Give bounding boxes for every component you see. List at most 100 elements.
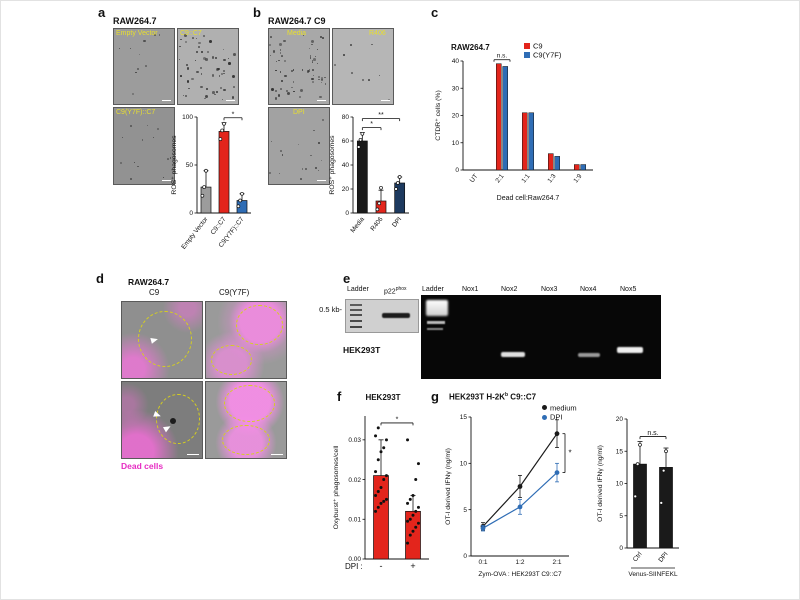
svg-text:10: 10 — [460, 461, 468, 468]
cell-speck — [318, 141, 321, 145]
dpi-label: DPI — [550, 412, 563, 422]
cell-speck — [137, 165, 139, 168]
venus-siinfekl-chart: 0 5 10 15 20 OT-I derived IFNγ (ng/ml) Ctrl DPI… — [595, 401, 705, 599]
cell-speck — [321, 118, 325, 121]
cell-speck — [191, 77, 194, 81]
cell-speck — [270, 141, 272, 143]
cell-speck — [275, 69, 277, 72]
svg-text:1:1: 1:1 — [520, 173, 531, 185]
cell-speck — [186, 63, 189, 66]
cell-speck — [301, 69, 304, 71]
svg-text:n.s.: n.s. — [497, 53, 508, 60]
cell-speck — [286, 92, 290, 96]
c9y7f-swatch — [524, 52, 530, 59]
cell-speck — [315, 167, 318, 170]
micrograph-r406: R406 — [332, 28, 394, 105]
svg-text:1:2: 1:2 — [515, 559, 524, 566]
cell-speck — [220, 73, 223, 76]
oxyburst-chart: 0.00 0.01 0.02 0.03 Oxyburst⁺ phagosomes/cel… — [331, 404, 435, 589]
cell-speck — [227, 57, 229, 59]
svg-text:15: 15 — [616, 448, 624, 455]
cell-speck — [310, 55, 312, 57]
svg-text:20: 20 — [342, 186, 350, 193]
micrograph-media: Media — [268, 28, 330, 105]
svg-text:40: 40 — [342, 162, 350, 169]
cell-speck — [222, 48, 225, 50]
legend-item-c9y7f: C9(Y7F) — [524, 50, 561, 60]
cell-speck — [324, 77, 326, 79]
cell-speck — [202, 57, 206, 61]
cell-speck — [211, 56, 215, 59]
cell-speck — [156, 128, 159, 131]
cell-speck — [217, 67, 220, 71]
svg-text:CTDR⁺ cells (%): CTDR⁺ cells (%) — [435, 90, 442, 140]
svg-text:80: 80 — [342, 114, 350, 121]
micrograph-d-c9-bottom — [121, 381, 203, 459]
ros-phagosomes-chart-a: 0 50 100 ROS⁺ phagosomes Empty Vector C9::C7 C… — [169, 105, 255, 262]
cell-speck — [305, 167, 308, 170]
svg-text:0.01: 0.01 — [348, 516, 361, 523]
cell-speck — [281, 79, 283, 82]
cell-speck — [196, 50, 199, 53]
legend-item-dpi: DPI — [542, 412, 577, 422]
cell-speck — [309, 57, 312, 59]
svg-text:0: 0 — [463, 553, 467, 560]
micrograph-dpi: DPI — [268, 107, 330, 185]
cell-speck — [281, 55, 284, 58]
size-marker: 0.5 kb- — [319, 305, 342, 314]
cell-speck — [141, 139, 144, 141]
dead-cell-outline — [210, 344, 253, 375]
svg-text:0.03: 0.03 — [348, 437, 361, 444]
cell-speck — [300, 88, 304, 92]
ladder-band — [350, 309, 362, 311]
svg-text:1:3: 1:3 — [546, 173, 557, 185]
scale-bar — [317, 179, 326, 181]
cell-speck — [132, 92, 135, 96]
cell-speck — [129, 177, 132, 180]
cell-speck — [301, 168, 304, 170]
cell-speck — [319, 95, 323, 99]
cell-speck — [162, 176, 164, 178]
cell-speck — [350, 71, 353, 74]
cell-speck — [311, 78, 314, 81]
cell-speck — [314, 56, 317, 58]
ladder-band — [350, 304, 362, 306]
cell-speck — [270, 88, 274, 91]
svg-text:0: 0 — [189, 210, 193, 217]
svg-text:Media: Media — [349, 216, 366, 235]
cell-speck — [202, 34, 206, 38]
svg-text:Empty Vector: Empty Vector — [180, 215, 210, 250]
cell-speck — [184, 34, 187, 37]
svg-text:Venus-SIINFEKL: Venus-SIINFEKL — [628, 571, 678, 578]
cell-speck — [318, 169, 320, 171]
svg-text:50: 50 — [186, 162, 194, 169]
legend-c: C9 C9(Y7F) — [524, 41, 561, 60]
cell-speck — [291, 70, 293, 72]
svg-text:40: 40 — [452, 58, 460, 65]
cell-speck — [275, 60, 278, 63]
cell-speck — [154, 34, 156, 37]
svg-text:5: 5 — [463, 507, 467, 514]
svg-text:30: 30 — [452, 85, 460, 92]
micrograph-label: DPI — [293, 109, 305, 116]
cell-speck — [137, 67, 140, 70]
svg-text:n.s.: n.s. — [647, 430, 658, 437]
panel-c-label: c — [431, 5, 439, 20]
svg-text:UT: UT — [469, 173, 480, 184]
svg-text:Zym-OVA : HEK293T C9::C7: Zym-OVA : HEK293T C9::C7 — [478, 571, 562, 578]
svg-text:OT-I derived IFNγ (ng/ml): OT-I derived IFNγ (ng/ml) — [597, 445, 604, 522]
cell-speck — [292, 69, 295, 71]
nox4-band — [578, 353, 600, 357]
cell-speck — [222, 69, 226, 72]
scale-bar — [381, 99, 390, 101]
cell-speck — [310, 154, 312, 157]
cell-speck — [311, 68, 314, 71]
panel-g-title: HEK293T H-2Kb C9::C7 — [449, 392, 537, 402]
panel-d-col2-label: C9(Y7F) — [219, 288, 250, 297]
cell-speck — [143, 39, 146, 42]
cell-speck — [158, 34, 161, 36]
cell-speck — [231, 75, 235, 79]
dpi-swatch — [542, 414, 547, 420]
cell-speck — [198, 46, 200, 49]
cell-speck — [280, 149, 282, 152]
